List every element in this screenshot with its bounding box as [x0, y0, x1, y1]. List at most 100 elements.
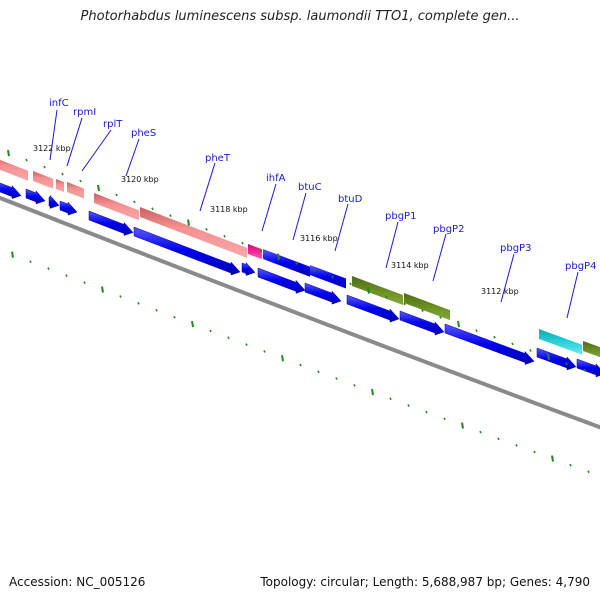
- feature-pbgP4-band: [539, 329, 582, 355]
- topology-text: Topology: circular; Length: 5,688,987 bp…: [260, 575, 590, 589]
- tick-mark-lower: [371, 388, 374, 396]
- feature-trna-4: [67, 182, 84, 199]
- tick-mark-upper: [61, 172, 64, 176]
- tick-mark-lower: [587, 470, 590, 474]
- tick-mark-upper: [457, 320, 460, 328]
- tick-mark-lower: [11, 251, 14, 258]
- tick-mark-upper: [421, 309, 424, 313]
- tick-mark-upper: [511, 342, 514, 346]
- tick-mark-upper: [367, 287, 370, 294]
- tick-mark-upper: [97, 184, 100, 192]
- tick-mark-lower: [29, 260, 32, 264]
- tick-label-3114: 3114 kbp: [391, 261, 429, 270]
- tick-label-3112: 3112 kbp: [481, 287, 519, 296]
- tick-mark-upper: [529, 349, 532, 352]
- leader-pbgP4: [566, 271, 579, 319]
- tick-mark-upper: [241, 241, 244, 245]
- tick-mark-lower: [299, 363, 302, 367]
- tick-mark-upper: [133, 200, 136, 204]
- gene-label-infC: infC: [49, 98, 69, 109]
- tick-mark-lower: [443, 417, 446, 421]
- tick-mark-lower: [101, 286, 104, 293]
- leader-pbgP3: [500, 253, 515, 303]
- tick-mark-lower: [317, 370, 320, 374]
- tick-mark-lower: [209, 329, 212, 333]
- gene-label-btuC: btuC: [298, 182, 322, 193]
- tick-mark-lower: [263, 350, 266, 353]
- tick-mark-upper: [7, 149, 10, 157]
- gene-label-pheS: pheS: [131, 128, 156, 139]
- tick-mark-upper: [223, 234, 226, 238]
- tick-mark-upper: [439, 315, 442, 319]
- tick-mark-lower: [119, 295, 122, 298]
- tick-mark-lower: [335, 377, 338, 380]
- feature-pbgP2-band: [404, 293, 450, 321]
- tick-mark-upper: [475, 329, 478, 333]
- cds-arrow-3: [48, 194, 60, 209]
- gene-label-pbgP4: pbgP4: [565, 261, 596, 272]
- cds-arrow-7: [241, 261, 256, 276]
- cds-arrow-8: [257, 267, 306, 294]
- tick-mark-lower: [281, 355, 284, 362]
- tick-mark-upper: [115, 193, 118, 197]
- tick-mark-lower: [83, 281, 86, 284]
- leader-pbgP1: [385, 221, 399, 269]
- tick-mark-lower: [353, 383, 356, 387]
- gene-label-pbgP2: pbgP2: [433, 224, 464, 235]
- tick-mark-lower: [137, 302, 140, 305]
- cds-arrow-4: [59, 200, 78, 216]
- gene-label-pheT: pheT: [205, 153, 231, 164]
- tick-mark-lower: [515, 444, 518, 447]
- tick-mark-lower: [461, 422, 464, 429]
- gene-label-ihfA: ihfA: [266, 173, 286, 184]
- tick-mark-upper: [169, 214, 172, 218]
- cds-arrow-11: [399, 310, 445, 336]
- cds-arrow-14: [576, 358, 600, 378]
- cds-arrow-13: [536, 347, 577, 371]
- tick-mark-upper: [331, 275, 334, 279]
- tick-mark-upper: [349, 282, 352, 286]
- gene-label-rplT: rplT: [103, 119, 123, 130]
- accession-text: Accession: NC_005126: [9, 575, 146, 589]
- tick-mark-lower: [191, 320, 194, 328]
- cds-arrow-6: [133, 226, 241, 276]
- tick-mark-lower: [389, 397, 392, 401]
- leader-pbgP2: [432, 233, 447, 282]
- cds-arrow-1: [0, 182, 22, 199]
- feature-trna-2: [33, 171, 53, 189]
- tick-mark-lower: [569, 463, 572, 467]
- tick-mark-upper: [43, 165, 46, 169]
- feature-trna-3: [56, 179, 64, 193]
- tick-mark-lower: [245, 343, 248, 346]
- feature-olive-edge: [583, 341, 600, 358]
- tick-mark-lower: [407, 404, 410, 407]
- cds-arrow-12: [444, 323, 535, 365]
- tick-label-3120: 3120 kbp: [121, 175, 159, 184]
- tick-mark-upper: [493, 335, 496, 339]
- tick-mark-lower: [227, 336, 230, 340]
- tick-mark-upper: [259, 248, 262, 252]
- tick-mark-upper: [187, 219, 190, 226]
- tick-label-3116: 3116 kbp: [300, 234, 338, 243]
- tick-mark-upper: [547, 353, 550, 361]
- tick-mark-lower: [551, 455, 554, 462]
- feature-trna-1: [0, 159, 28, 181]
- cds-arrow-9: [304, 282, 342, 305]
- tick-mark-lower: [533, 450, 536, 454]
- map-title: Photorhabdus luminescens subsp. laumondi…: [80, 9, 520, 24]
- gene-label-btuD: btuD: [338, 194, 363, 205]
- cds-arrow-2: [25, 188, 46, 205]
- leader-pheT: [199, 162, 216, 212]
- tick-mark-upper: [565, 362, 568, 366]
- tick-mark-lower: [47, 267, 50, 271]
- gene-label-pbgP1: pbgP1: [385, 211, 416, 222]
- tick-mark-upper: [205, 228, 208, 231]
- tick-mark-lower: [65, 274, 68, 278]
- genome-backbone: [0, 195, 600, 430]
- gene-label-pbgP3: pbgP3: [500, 243, 531, 254]
- gene-label-rpmI: rpmI: [73, 107, 96, 118]
- feature-ihfA-band: [248, 244, 262, 260]
- cds-arrow-10: [346, 294, 400, 323]
- leader-ihfA: [261, 183, 277, 232]
- feature-pheS-band: [94, 193, 139, 221]
